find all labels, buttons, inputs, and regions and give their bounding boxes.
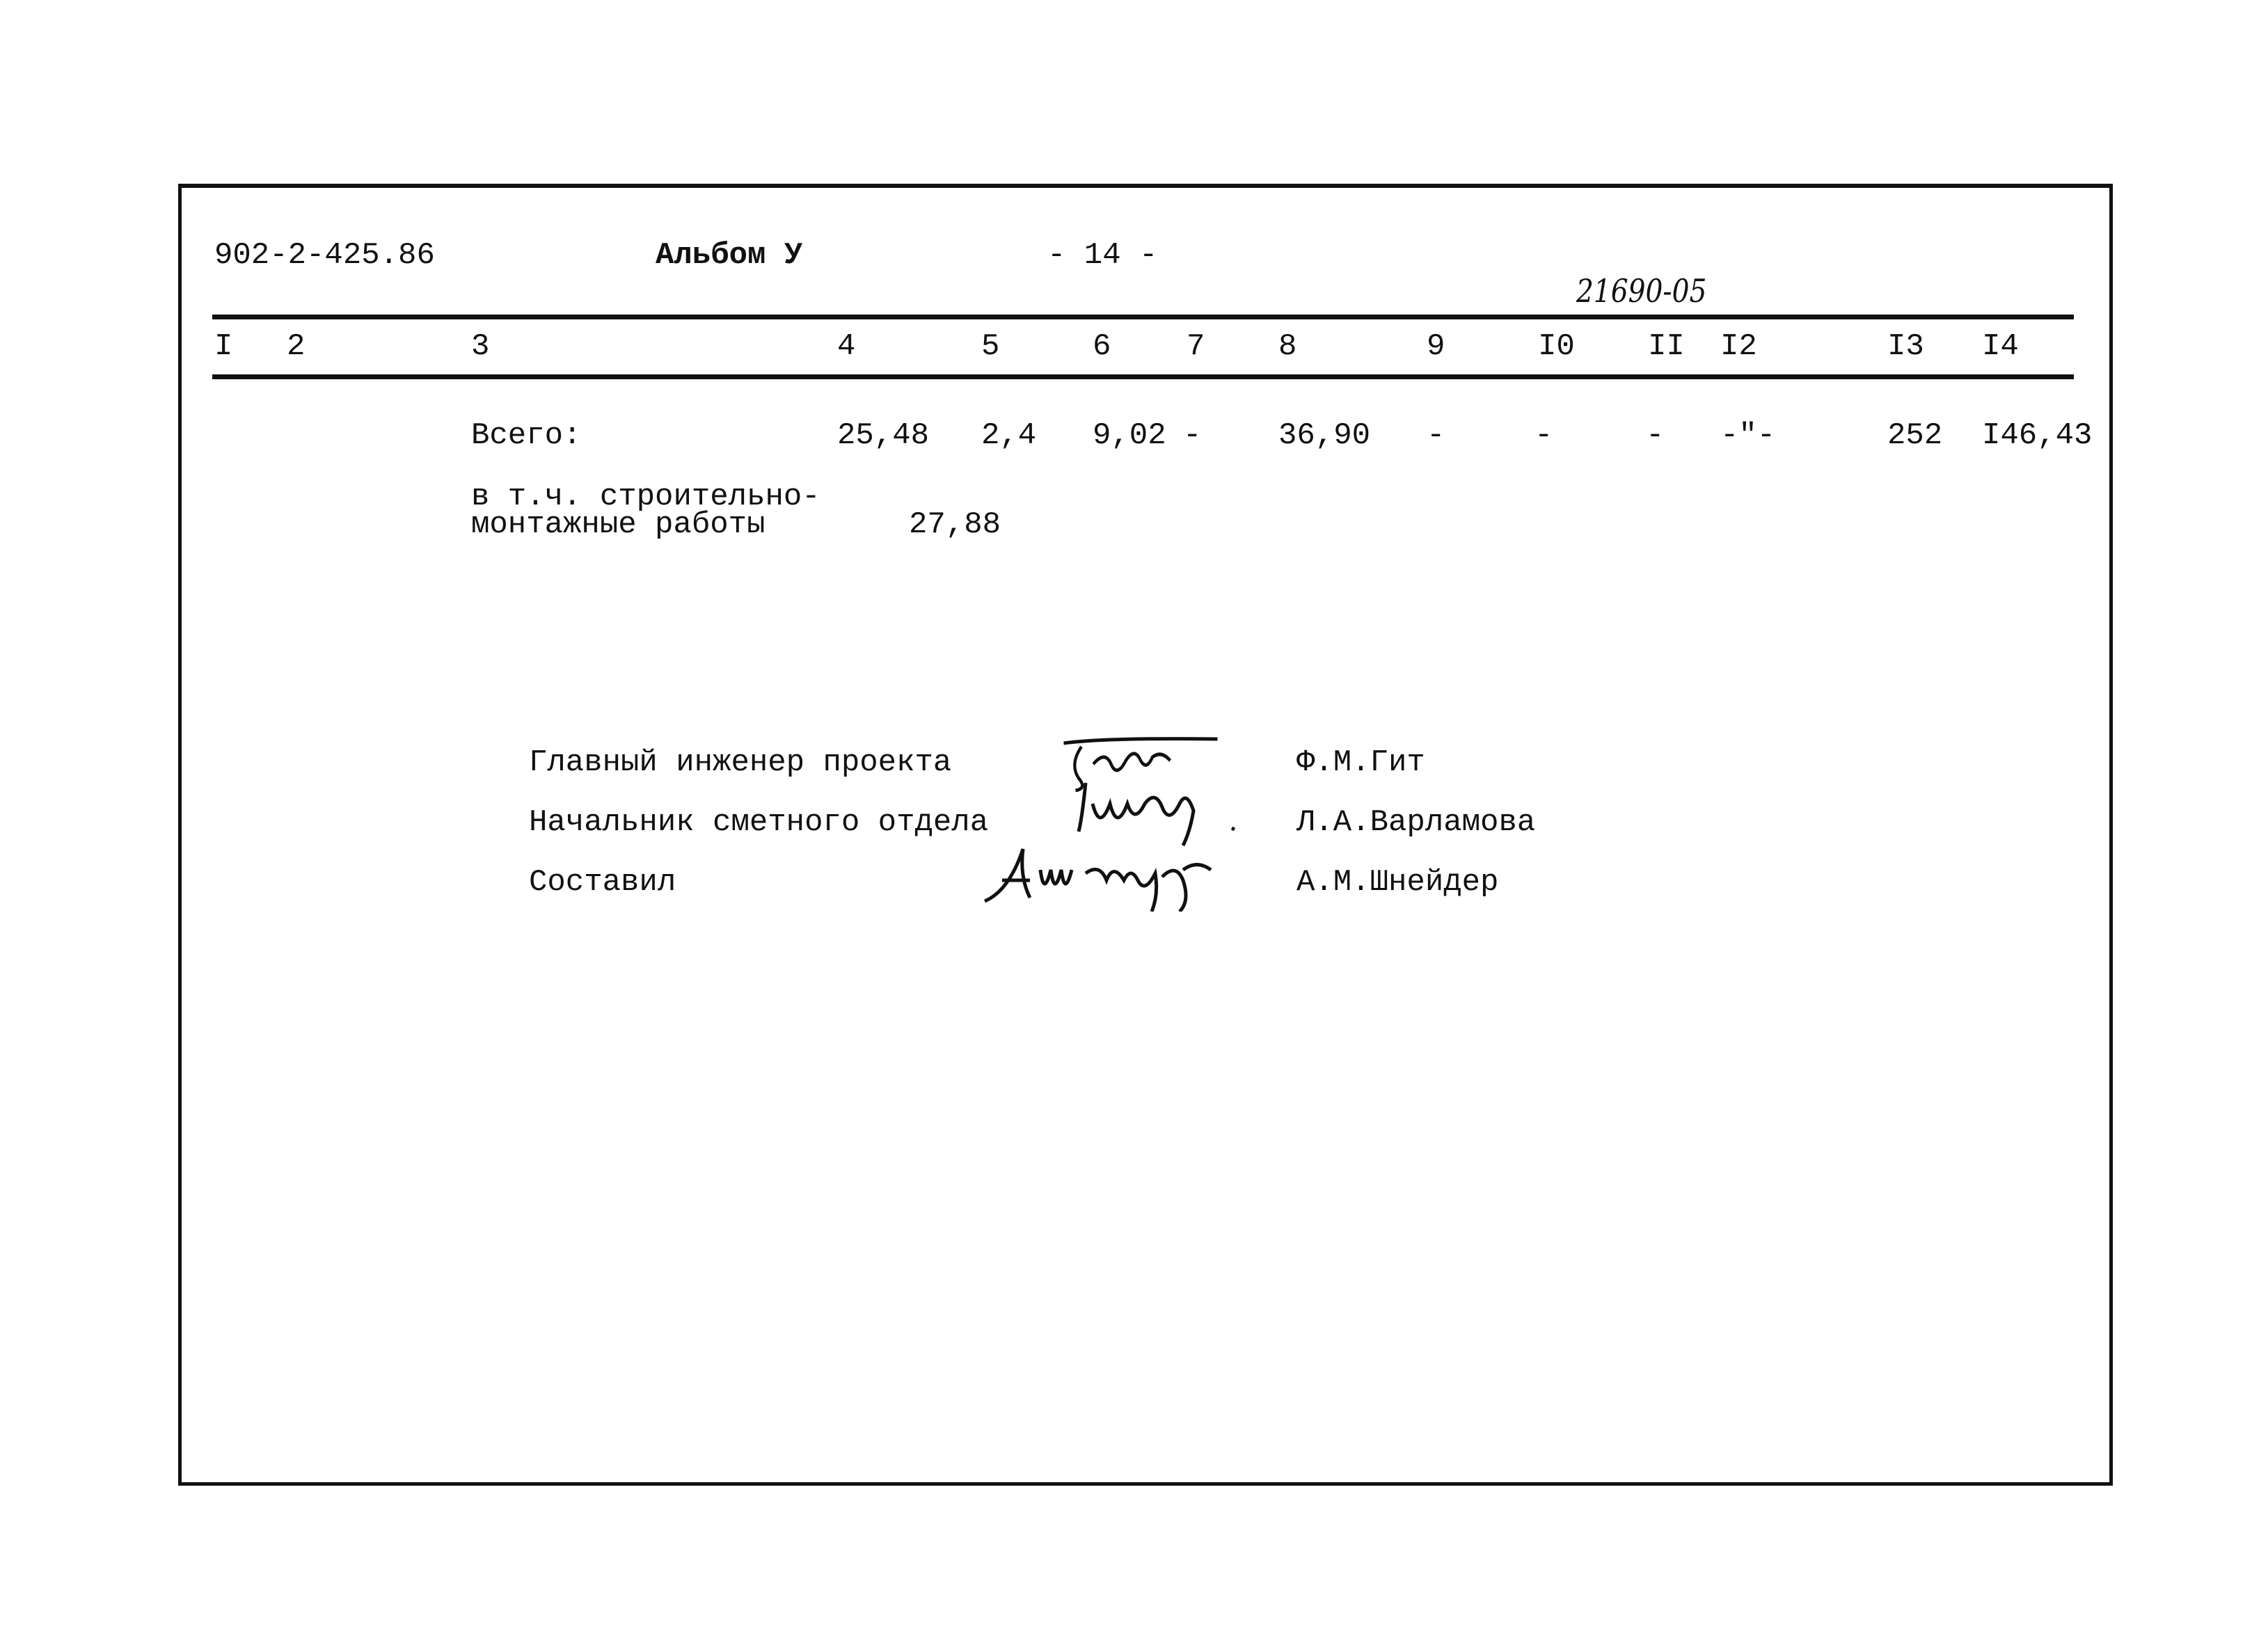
col-header: 3 xyxy=(471,329,490,364)
handwritten-signature xyxy=(1072,776,1246,856)
col-header: 5 xyxy=(981,329,1000,364)
sub-label-line1: в т.ч. строительно- xyxy=(471,479,820,514)
header-rule-top xyxy=(212,315,2074,319)
stamp-number: 21690-05 xyxy=(1576,272,1707,310)
col-header: I3 xyxy=(1887,329,1924,364)
total-cell: 25,48 xyxy=(837,418,930,453)
header-rule-bottom xyxy=(212,374,2074,379)
handwritten-signature xyxy=(1058,736,1218,799)
total-cell: - xyxy=(1646,418,1665,453)
total-cell: - xyxy=(1183,418,1202,453)
col-header: 9 xyxy=(1427,329,1445,364)
signer-role: Составил xyxy=(529,865,676,900)
signer-role: Главный инженер проекта xyxy=(529,745,952,780)
signer-role: Начальник сметного отдела xyxy=(529,805,989,840)
sub-label-line2: монтажные работы xyxy=(471,507,766,542)
total-cell: 9,02 xyxy=(1093,418,1166,453)
col-header: 7 xyxy=(1187,329,1205,364)
handwritten-signature xyxy=(981,842,1218,915)
col-header: 6 xyxy=(1093,329,1111,364)
col-header: I xyxy=(214,329,233,364)
total-cell: -"- xyxy=(1720,418,1776,453)
page-number: - 14 - xyxy=(1047,238,1158,273)
sub-value: 27,88 xyxy=(909,507,1001,542)
signer-name: Л.А.Варламова xyxy=(1296,805,1536,840)
doc-code: 902-2-425.86 xyxy=(214,238,435,273)
col-header: I2 xyxy=(1720,329,1757,364)
col-header: 4 xyxy=(837,329,856,364)
col-header: I4 xyxy=(1982,329,2019,364)
total-label: Всего: xyxy=(471,418,582,453)
total-cell: - xyxy=(1535,418,1553,453)
col-header: I0 xyxy=(1538,329,1575,364)
signer-name: А.М.Шнейдер xyxy=(1296,865,1499,900)
total-cell: 36,90 xyxy=(1278,418,1371,453)
page-frame xyxy=(178,184,2113,1486)
total-cell: 2,4 xyxy=(981,418,1037,453)
col-header: 2 xyxy=(287,329,306,364)
signer-name: Ф.М.Гит xyxy=(1296,745,1425,780)
total-cell: 252 xyxy=(1887,418,1943,453)
total-cell: - xyxy=(1427,418,1445,453)
total-cell: I46,43 xyxy=(1982,418,2093,453)
album-label: Альбом У xyxy=(656,238,803,273)
col-header: II xyxy=(1648,329,1685,364)
col-header: 8 xyxy=(1278,329,1297,364)
